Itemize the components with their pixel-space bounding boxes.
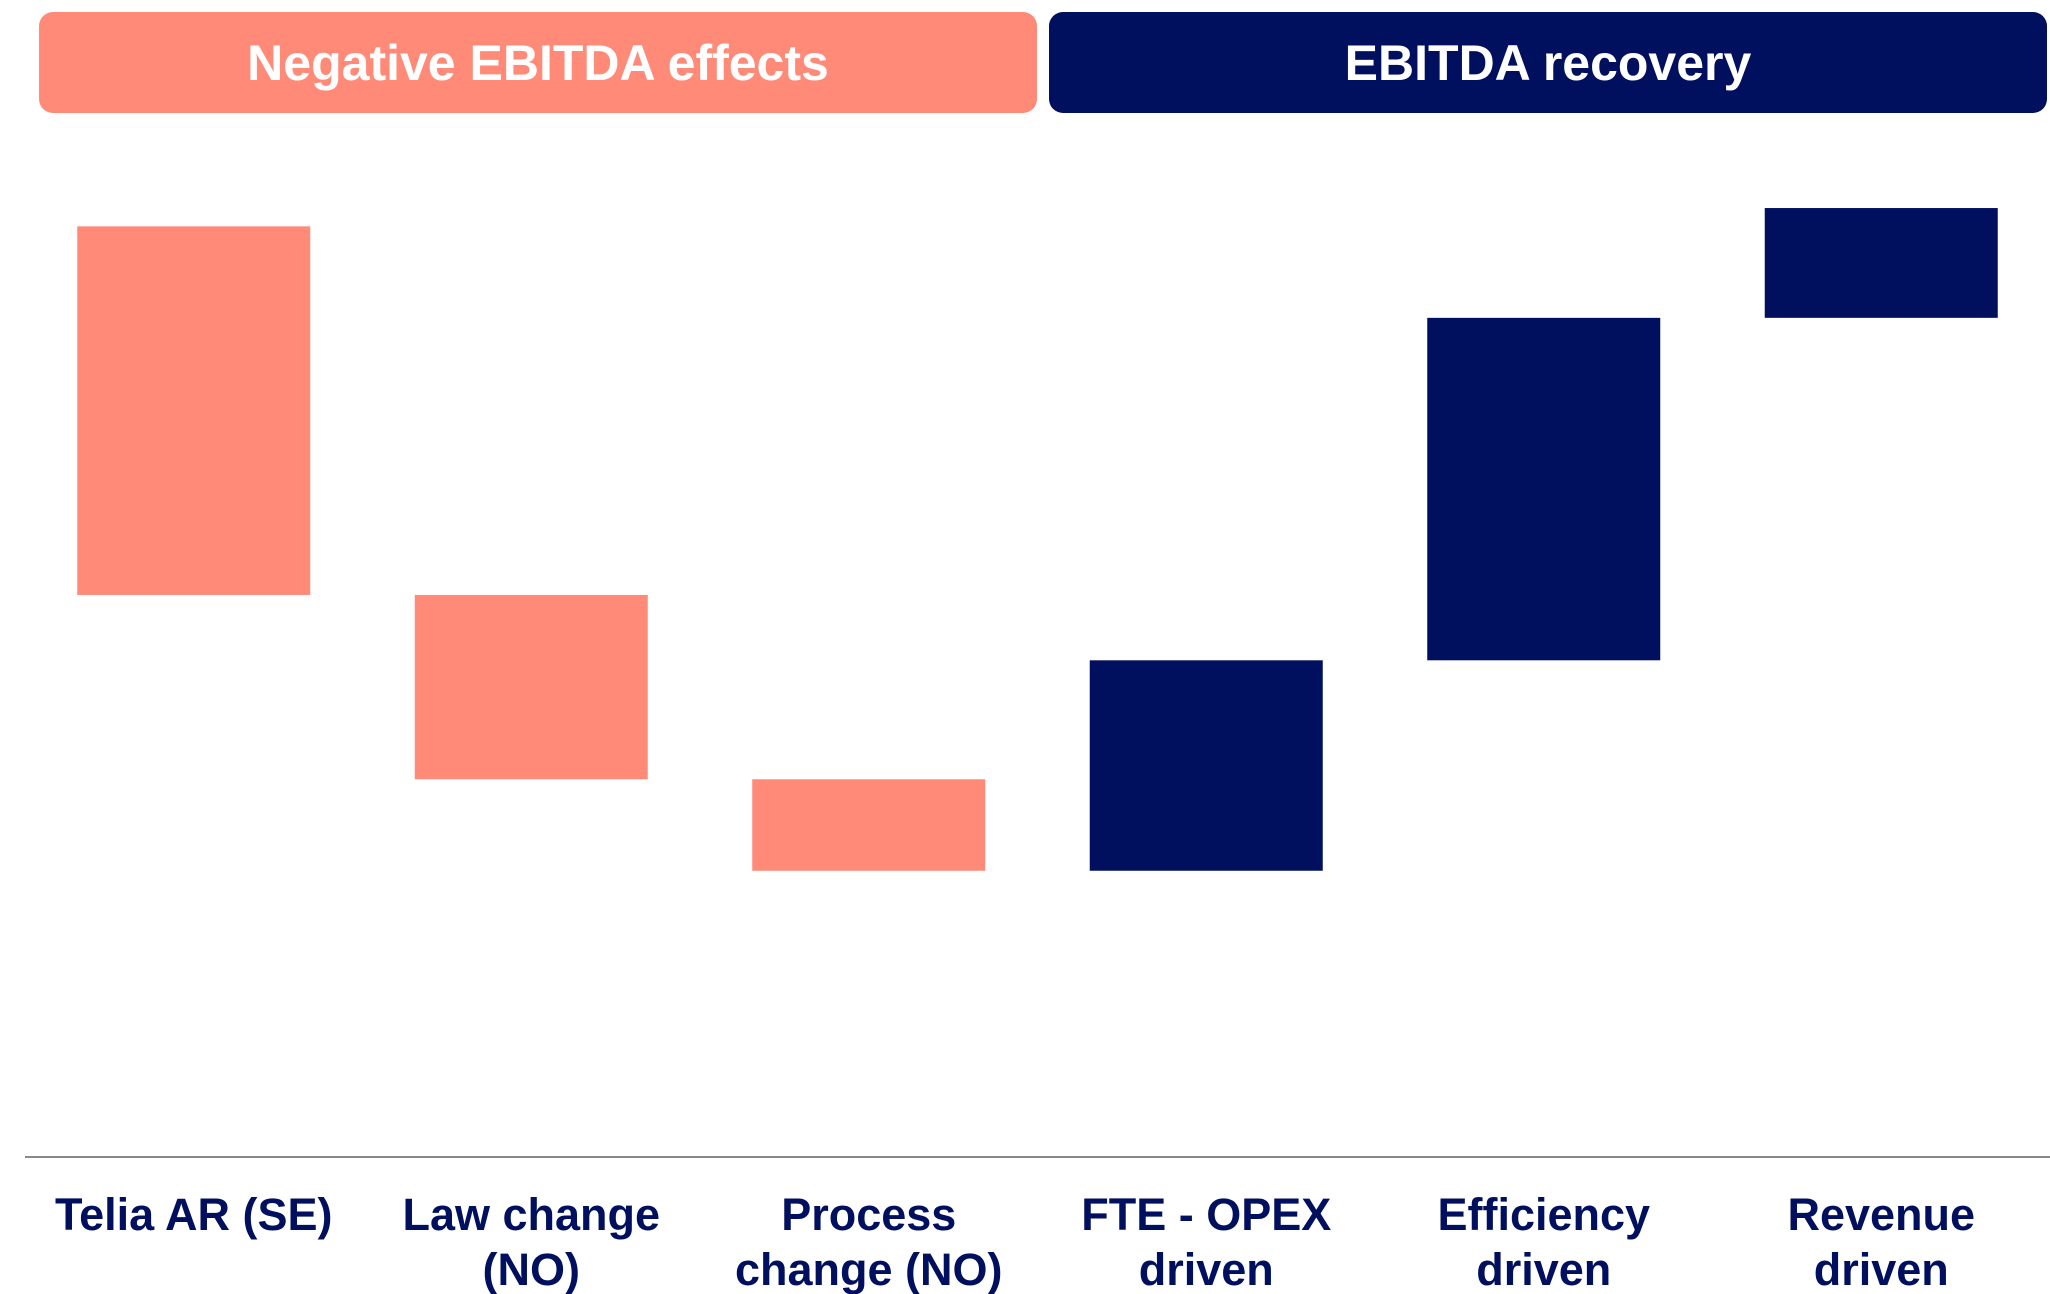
bar bbox=[752, 779, 986, 871]
group-header: EBITDA recovery bbox=[1049, 12, 2047, 113]
x-tick-label: Law change (NO) bbox=[402, 1189, 661, 1294]
bar bbox=[1089, 660, 1323, 871]
x-tick-label: Efficiency driven bbox=[1437, 1189, 1651, 1294]
bar bbox=[414, 594, 648, 780]
bar bbox=[1764, 208, 1998, 318]
x-tick-label: FTE - OPEX driven bbox=[1081, 1189, 1332, 1294]
x-tick-label: Telia AR (SE) bbox=[54, 1189, 333, 1240]
group-header: Negative EBITDA effects bbox=[39, 12, 1037, 113]
x-tick-label: Revenue driven bbox=[1787, 1189, 1976, 1294]
bar bbox=[1427, 317, 1661, 661]
bar bbox=[77, 226, 311, 595]
x-tick-label: Process change (NO) bbox=[734, 1189, 1003, 1294]
